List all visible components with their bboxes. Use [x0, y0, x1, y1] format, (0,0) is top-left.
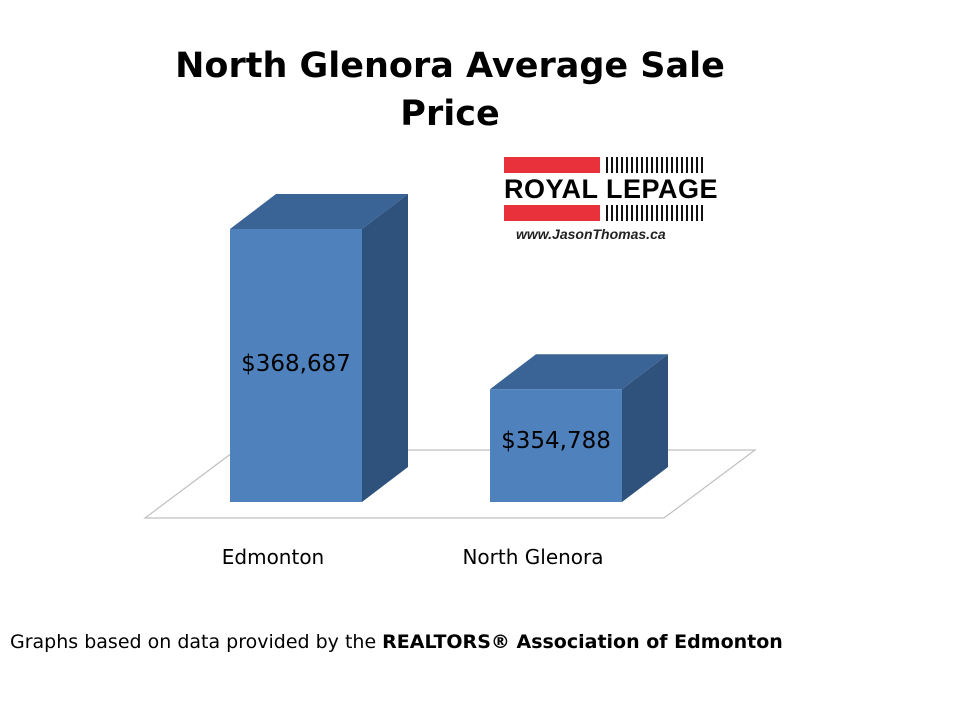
- bar-side-north-glenora: [622, 354, 668, 502]
- logo-red-bar-bottom: [504, 205, 600, 221]
- logo-wordmark: ROYAL LEPAGE: [504, 174, 719, 204]
- bars-group: $368,687 $354,788: [230, 194, 668, 502]
- royal-lepage-logo: ROYAL LEPAGE www.JasonThomas.ca: [500, 155, 719, 245]
- source-note-prefix: Graphs based on data provided by the: [10, 631, 383, 653]
- logo-barcode-top: [606, 157, 704, 173]
- bar-top-north-glenora: [490, 354, 668, 390]
- bar-top-edmonton: [230, 194, 408, 229]
- chart-title: North Glenora Average Sale Price: [175, 46, 725, 134]
- logo-website: www.JasonThomas.ca: [516, 226, 666, 242]
- bar-value-label-north-glenora: $354,788: [501, 428, 611, 454]
- source-note-organization: REALTORS® Association of Edmonton: [382, 631, 783, 653]
- category-label-edmonton: Edmonton: [222, 545, 324, 569]
- bar-value-label-edmonton: $368,687: [241, 351, 351, 377]
- logo-barcode-bottom: [606, 205, 704, 221]
- logo-red-bar-top: [504, 157, 600, 173]
- bar-side-edmonton: [362, 194, 408, 502]
- bar-edmonton: [230, 229, 362, 502]
- bar-north-glenora: [490, 389, 622, 502]
- category-label-north-glenora: North Glenora: [462, 545, 603, 569]
- source-note: Graphs based on data provided by the REA…: [10, 631, 950, 653]
